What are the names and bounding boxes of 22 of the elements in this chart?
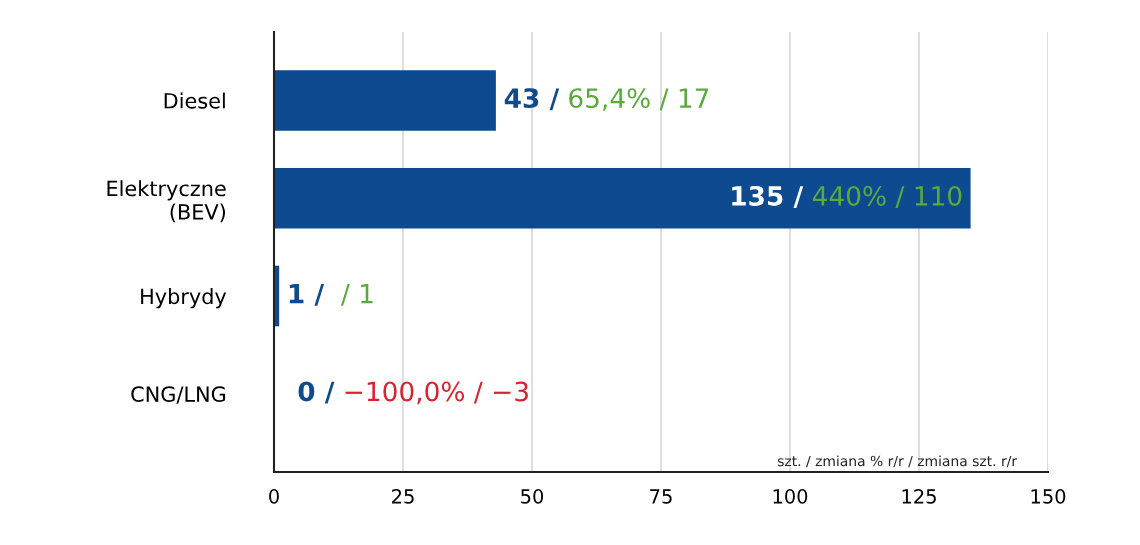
annotation: 65,4% / 17 xyxy=(569,88,709,111)
annotation: szt. / zmiana % r/r / zmiana szt. r/r xyxy=(777,455,1018,468)
annotation: −100,0% / −3 xyxy=(345,381,528,405)
data-label: 43 / xyxy=(504,88,560,111)
y-tick-label: Elektryczne (BEV) xyxy=(107,180,226,223)
annotation: / 1 xyxy=(340,284,373,306)
x-tick-label: 25 xyxy=(392,489,414,504)
bar xyxy=(274,70,496,131)
data-label: 0 / xyxy=(298,381,335,404)
data-label: 1 / xyxy=(289,284,325,306)
x-tick-label: 150 xyxy=(1031,489,1066,504)
x-tick-label: 50 xyxy=(521,489,544,504)
annotation: 440% / 110 xyxy=(812,185,962,208)
x-tick-label: 125 xyxy=(902,489,936,504)
data-label: 135 / xyxy=(732,185,804,208)
x-tick-label: 100 xyxy=(773,489,808,504)
bar xyxy=(274,167,971,229)
y-tick-label: Hybrydy xyxy=(141,288,227,309)
x-tick-label: 75 xyxy=(650,489,672,504)
y-tick-label: Diesel xyxy=(164,92,225,109)
x-tick-label: 0 xyxy=(269,489,279,504)
y-tick-label: CNG/LNG xyxy=(131,386,226,404)
